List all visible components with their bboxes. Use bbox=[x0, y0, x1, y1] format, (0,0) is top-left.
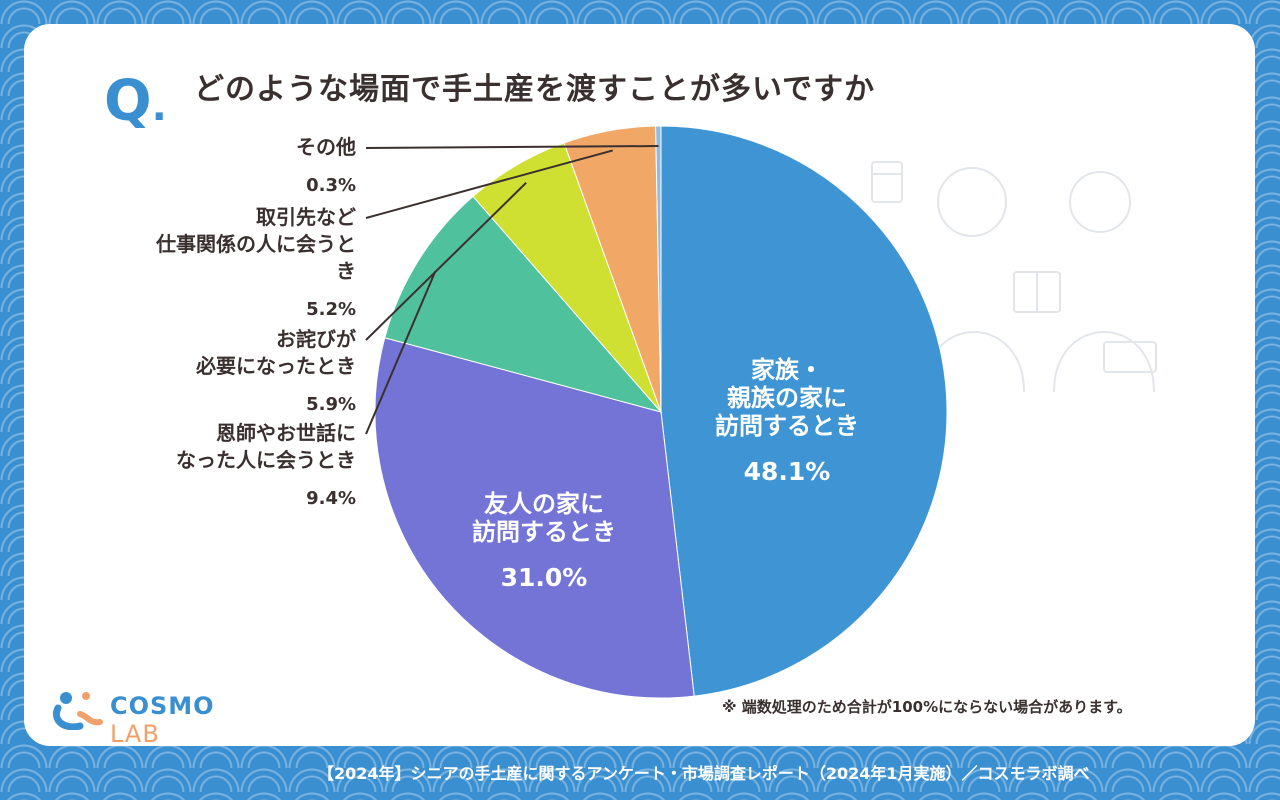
slice-label-1: 友人の家に bbox=[484, 490, 604, 518]
slice-label-0: 訪問するとき bbox=[715, 412, 859, 440]
leader-line-5 bbox=[365, 145, 659, 149]
cosmo-logo-icon bbox=[53, 692, 103, 731]
slice-label-0: 親族の家に bbox=[727, 384, 847, 412]
slice-value-3: 5.9% bbox=[306, 394, 356, 415]
slice-value-4: 5.2% bbox=[306, 299, 356, 320]
pie-slice-0 bbox=[660, 125, 948, 697]
slice-label-3: 必要になったとき bbox=[195, 354, 356, 378]
source-caption: 【2024年】シニアの手土産に関するアンケート・市場調査レポート（2024年1月… bbox=[318, 764, 1090, 783]
chart-title: どのような場面で手土産を渡すことが多いですか bbox=[194, 72, 876, 107]
footnote: ※ 端数処理のため合計が100%にならない場合があります。 bbox=[722, 698, 1132, 716]
slice-label-1: 訪問するとき bbox=[472, 518, 616, 546]
slice-label-2: なった人に会うとき bbox=[176, 448, 356, 472]
question-mark-label: Q. bbox=[104, 69, 167, 134]
slice-label-0: 家族・ bbox=[751, 356, 823, 384]
slice-value-5: 0.3% bbox=[306, 175, 356, 196]
slice-label-4: 仕事関係の人に会うと bbox=[155, 232, 356, 256]
slice-value-0: 48.1% bbox=[744, 457, 831, 486]
leader-line-4 bbox=[365, 149, 614, 219]
logo-suffix: LAB bbox=[110, 720, 160, 746]
pie-chart: 家族・親族の家に訪問するとき48.1%友人の家に訪問するとき31.0%その他0.… bbox=[155, 125, 948, 699]
pie-slice-5 bbox=[655, 125, 662, 413]
chart-card: Q. どのような場面で手土産を渡すことが多いですか 家族・ 親族の家に 訪問するとき… bbox=[24, 24, 1255, 746]
seniors-gift-illustration bbox=[871, 161, 1157, 393]
slice-label-2: 恩師やお世話に bbox=[216, 421, 356, 445]
leader-line-2 bbox=[365, 270, 437, 435]
slice-value-1: 31.0% bbox=[501, 563, 588, 592]
slice-label-4: き bbox=[336, 259, 356, 283]
slice-label-4: 取引先など bbox=[256, 205, 356, 229]
pie-slice-2 bbox=[384, 195, 663, 413]
slice-label-5: その他 bbox=[296, 135, 356, 159]
cosmo-lab-logo: COSMO LAB bbox=[50, 686, 270, 746]
leader-line-3 bbox=[365, 181, 527, 341]
slice-value-2: 9.4% bbox=[306, 488, 356, 509]
logo-brand: COSMO bbox=[110, 692, 215, 720]
slice-label-3: お詫びが bbox=[276, 327, 356, 351]
